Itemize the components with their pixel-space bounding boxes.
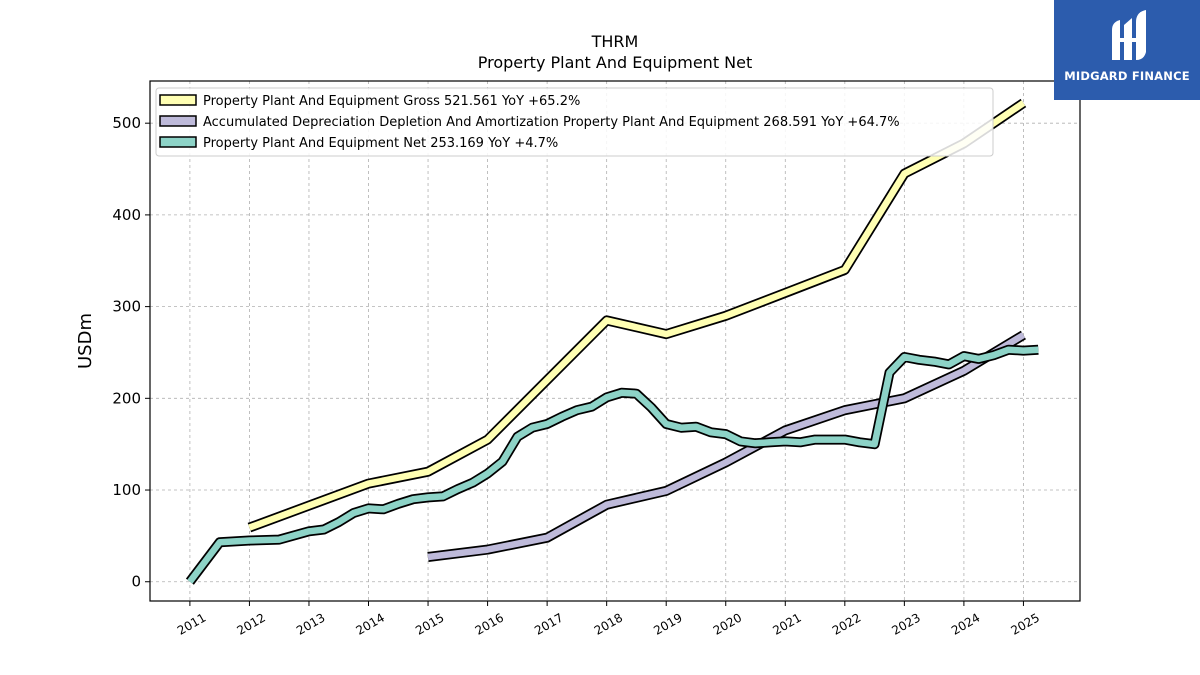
x-tick-label: 2023 [889,610,922,637]
series-line [187,346,1039,584]
x-tick-label: 2015 [413,610,446,637]
x-tick-label: 2021 [770,610,803,637]
brand-logo: MIDGARD FINANCE [1054,0,1200,100]
plot-lines [185,98,1039,585]
grid [150,81,1080,601]
x-tick-label: 2025 [1008,610,1041,637]
y-tick-label: 300 [112,298,141,316]
midgard-logo-icon [1112,10,1146,60]
series-line-outline [247,98,1027,533]
x-tick-label: 2018 [592,610,625,637]
x-tick-label: 2012 [234,610,267,637]
x-axis: 2011 2012 2013 2014 2015 2016 2017 2018 2019 2020… [175,601,1042,638]
series-line [248,100,1026,531]
plot-frame [149,80,1081,602]
series-1 [427,330,1026,562]
x-tick-label: 2011 [175,610,208,637]
x-tick-label: 2022 [830,610,863,637]
legend-box [155,87,994,157]
legend: Property Plant And Equipment Gross 521.5… [155,87,994,157]
legend-entry: Property Plant And Equipment Gross 521.5… [203,94,580,109]
x-tick-label: 2014 [354,610,387,637]
series-2 [185,344,1039,585]
y-axis: 0 100 200 300 400 500 [112,114,150,591]
y-tick-label: 200 [112,389,141,407]
x-tick-label: 2016 [473,610,506,637]
brand-name: MIDGARD FINANCE [1064,69,1190,83]
series-0 [247,98,1027,533]
x-tick-label: 2019 [651,610,684,637]
x-tick-label: 2020 [711,610,744,637]
series-line-outline [185,344,1039,585]
series-line [427,332,1026,561]
y-axis-label: USDm [75,313,96,369]
y-tick-label: 400 [112,206,141,224]
legend-entry: Accumulated Depreciation Depletion And A… [203,115,900,130]
y-tick-label: 100 [112,481,141,499]
legend-swatch [159,115,197,127]
legend-swatch [159,136,197,148]
x-tick-label: 2013 [294,610,327,637]
y-tick-label: 500 [112,114,141,132]
legend-entry: Property Plant And Equipment Net 253.169… [203,136,558,151]
y-tick-label: 0 [131,573,141,591]
legend-swatch [159,94,197,106]
chart-title: THRM [591,32,639,51]
x-tick-label: 2017 [532,610,565,637]
chart-subtitle: Property Plant And Equipment Net [478,53,753,72]
x-tick-label: 2024 [949,610,982,637]
